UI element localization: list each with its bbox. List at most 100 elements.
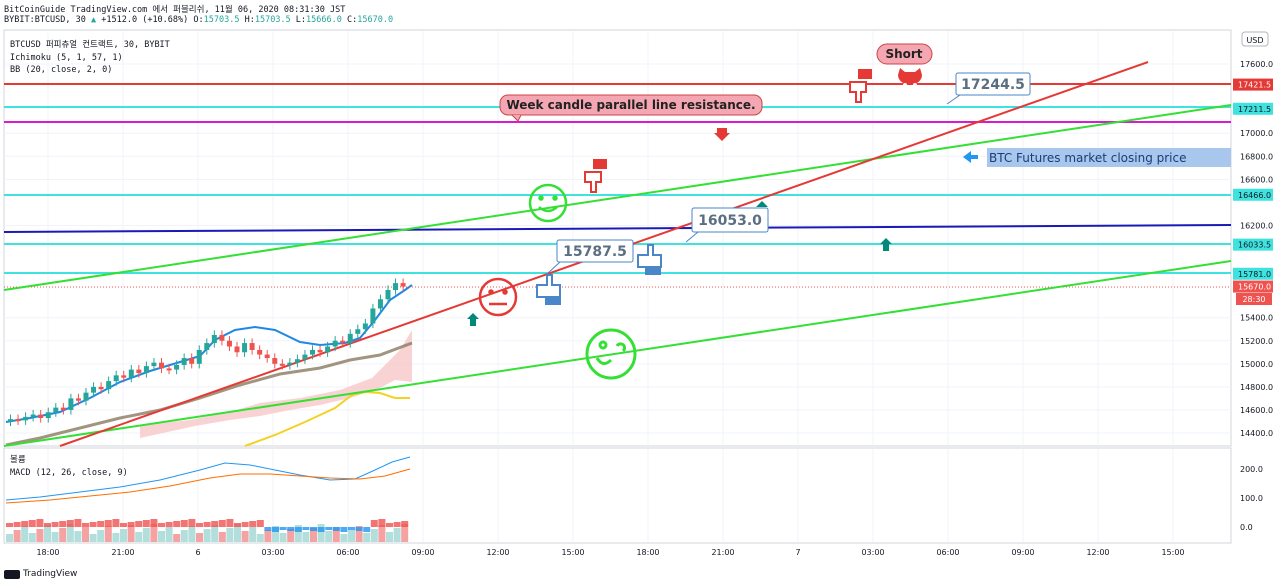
volume-bar xyxy=(302,532,310,542)
candle-body xyxy=(30,414,36,417)
price-tag-0: 17421.5 xyxy=(1238,81,1271,90)
price-tick-6: 15200.0 xyxy=(1240,337,1273,346)
price-label-15787[interactable] xyxy=(556,239,634,263)
pointing-hand-blue-icon xyxy=(536,274,561,305)
candle-body xyxy=(294,359,300,363)
legend-ichimoku[interactable]: Ichimoku (5, 1, 57, 1) xyxy=(10,53,123,63)
time-tick-4: 06:00 xyxy=(336,548,359,557)
candle-body xyxy=(98,386,104,390)
candle-body xyxy=(287,362,293,365)
week-resistance-callout[interactable] xyxy=(499,94,763,116)
time-tick-9: 21:00 xyxy=(711,548,734,557)
macd-tick-2: 0.0 xyxy=(1240,523,1253,532)
volume-bar xyxy=(66,524,74,542)
macd-histogram-bar xyxy=(348,527,355,530)
macd-tick-0: 200.0 xyxy=(1240,465,1263,474)
macd-histogram-bar xyxy=(378,519,386,527)
volume-bar xyxy=(135,532,143,542)
time-tick-5: 09:00 xyxy=(411,548,434,557)
time-axis[interactable]: 18:00 21:00 6 03:00 06:00 09:00 12:00 15:00 18:0… xyxy=(36,548,1184,557)
legend-symbol: BTCUSD 퍼피츄얼 컨트랙트, 30, BYBIT xyxy=(10,39,170,50)
volume-bar xyxy=(355,526,363,542)
macd-tick-1: 100.0 xyxy=(1240,494,1263,503)
up-arrow-teal-icon xyxy=(467,313,479,326)
legend-macd[interactable]: MACD (12, 26, close, 9) xyxy=(10,468,128,478)
closing-price-label: BTC Futures market closing price xyxy=(989,151,1187,165)
legend-volume[interactable]: 볼륨 xyxy=(10,454,26,465)
volume-bar xyxy=(234,524,241,542)
macd-histogram-bar xyxy=(150,519,158,527)
tradingview-footer[interactable]: TradingView xyxy=(4,569,77,579)
volume-bar xyxy=(120,529,127,542)
volume-bar xyxy=(272,526,279,542)
candle-body xyxy=(106,381,112,390)
volume-bar xyxy=(203,529,211,542)
volume-bar xyxy=(51,532,59,542)
price-axis[interactable]: USD 17600.0 17000.0 16800.0 16600.0 16200.0 1… xyxy=(1233,31,1273,438)
candle-body xyxy=(272,358,278,364)
legend-bb[interactable]: BB (20, close, 2, 0) xyxy=(10,65,112,75)
macd-histogram-bar xyxy=(355,527,363,531)
price-tick-0: 17600.0 xyxy=(1240,60,1273,69)
price-15787-text: 15787.5 xyxy=(563,244,627,260)
volume-bar xyxy=(196,533,203,542)
volume-bar xyxy=(256,534,264,542)
macd-histogram-bar xyxy=(13,522,21,527)
candle-body xyxy=(113,375,119,382)
macd-histogram-bar xyxy=(66,520,74,527)
volume-bar xyxy=(386,532,393,542)
price-label-16053[interactable] xyxy=(691,207,769,233)
ohlc-low-label: L: xyxy=(295,15,307,25)
macd-histogram-bar xyxy=(188,519,196,527)
tradingview-logo-icon xyxy=(4,569,20,579)
candle-body xyxy=(332,340,338,347)
candle-body xyxy=(385,290,391,300)
price-tick-2: 16800.0 xyxy=(1240,152,1273,161)
macd-histogram-bar xyxy=(302,527,310,530)
volume-bar xyxy=(393,528,401,542)
price-tag-bg-5 xyxy=(1233,280,1273,293)
candle-body xyxy=(68,398,74,410)
candle-body xyxy=(325,346,331,353)
symbol-ohlc-line: BYBIT:BTCUSD, 30 ▲ +1512.0 (+10.68%) O:1… xyxy=(4,15,393,25)
volume-bar xyxy=(21,526,29,542)
price-tick-3: 16600.0 xyxy=(1240,175,1273,184)
candle-body xyxy=(226,340,232,347)
macd-histogram-bar xyxy=(196,523,203,527)
macd-histogram-bar xyxy=(370,520,378,527)
pointing-hand-blue-icon-2 xyxy=(637,244,662,275)
pointing-hand-red-icon xyxy=(584,159,607,193)
price-tag-3: 16033.5 xyxy=(1238,241,1271,250)
closing-price-callout[interactable] xyxy=(987,148,1231,167)
macd-histogram-bar xyxy=(287,527,295,531)
price-label-17244[interactable] xyxy=(955,72,1031,96)
chart-canvas[interactable]: BTCUSD 퍼피츄얼 컨트랙트, 30, BYBIT Ichimoku (5,… xyxy=(0,0,1280,568)
macd-histogram-bar xyxy=(234,523,241,527)
short-callout[interactable] xyxy=(876,43,933,65)
currency-badge[interactable] xyxy=(1241,31,1269,47)
bb-upper-band xyxy=(5,284,413,423)
macd-histogram-bar xyxy=(401,521,409,527)
candle-body xyxy=(347,333,353,344)
macd-histogram-bar xyxy=(173,521,181,527)
price-tag-bg-0 xyxy=(1233,78,1273,91)
volume-bar xyxy=(97,530,105,542)
volume-bar xyxy=(28,533,36,542)
up-arrow-teal-icon-2 xyxy=(880,238,892,251)
price-16053-text: 16053.0 xyxy=(698,213,762,229)
volume-bar xyxy=(211,525,219,542)
blue-trend-line xyxy=(3,224,1232,233)
macd-histogram-bar xyxy=(59,521,67,527)
bb-basis xyxy=(5,341,413,447)
macd-line xyxy=(5,456,411,501)
macd-histogram-bar xyxy=(325,527,333,530)
macd-histogram-bar xyxy=(142,520,150,527)
candle-body xyxy=(362,323,368,330)
candle-body xyxy=(317,349,323,353)
volume-bar xyxy=(401,524,409,542)
volume-bar xyxy=(165,527,173,542)
candle-body xyxy=(121,375,127,378)
volume-bar xyxy=(294,525,302,542)
macd-histogram-bar xyxy=(74,519,82,527)
candle-body xyxy=(211,334,217,344)
